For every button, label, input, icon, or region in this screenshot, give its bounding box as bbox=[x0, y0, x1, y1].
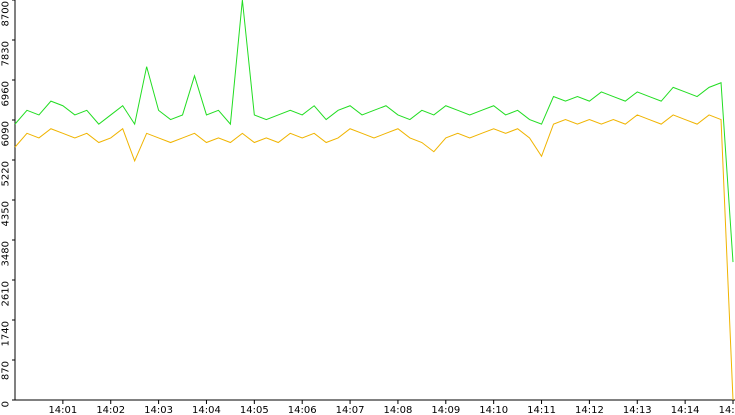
x-tick-label: 14:14 bbox=[671, 405, 700, 415]
x-tick-label: 14:04 bbox=[192, 405, 221, 415]
x-tick-label: 14:07 bbox=[336, 405, 365, 415]
series-line bbox=[14, 114, 734, 401]
y-tick-label: 0 bbox=[0, 401, 11, 407]
y-tick-label: 6090 bbox=[0, 121, 11, 146]
y-tick-label: 4350 bbox=[0, 201, 11, 226]
x-tick-label: 14:12 bbox=[575, 405, 604, 415]
x-tick-label: 14:01 bbox=[48, 405, 77, 415]
series-line bbox=[14, 0, 734, 263]
x-tick-label: 14:13 bbox=[623, 405, 652, 415]
x-tick-label: 14:06 bbox=[288, 405, 317, 415]
x-tick-label: 14:05 bbox=[240, 405, 269, 415]
y-tick-label: 1740 bbox=[0, 321, 11, 346]
y-tick-label: 8700 bbox=[0, 1, 11, 26]
x-tick-label: 14:03 bbox=[144, 405, 173, 415]
x-tick-label: 14:08 bbox=[384, 405, 413, 415]
y-tick-label: 2610 bbox=[0, 281, 11, 306]
y-tick-label: 3480 bbox=[0, 241, 11, 266]
y-tick-label: 6960 bbox=[0, 81, 11, 106]
y-tick-label: 5220 bbox=[0, 161, 11, 186]
x-tick-label: 14:11 bbox=[527, 405, 556, 415]
x-tick-label: 14:09 bbox=[431, 405, 460, 415]
y-tick-label: 7830 bbox=[0, 41, 11, 66]
x-tick-label: 14:10 bbox=[479, 405, 508, 415]
y-tick-label: 870 bbox=[0, 361, 11, 380]
x-tick-label: 14:02 bbox=[96, 405, 125, 415]
x-tick-label: 14:15 bbox=[719, 405, 735, 415]
